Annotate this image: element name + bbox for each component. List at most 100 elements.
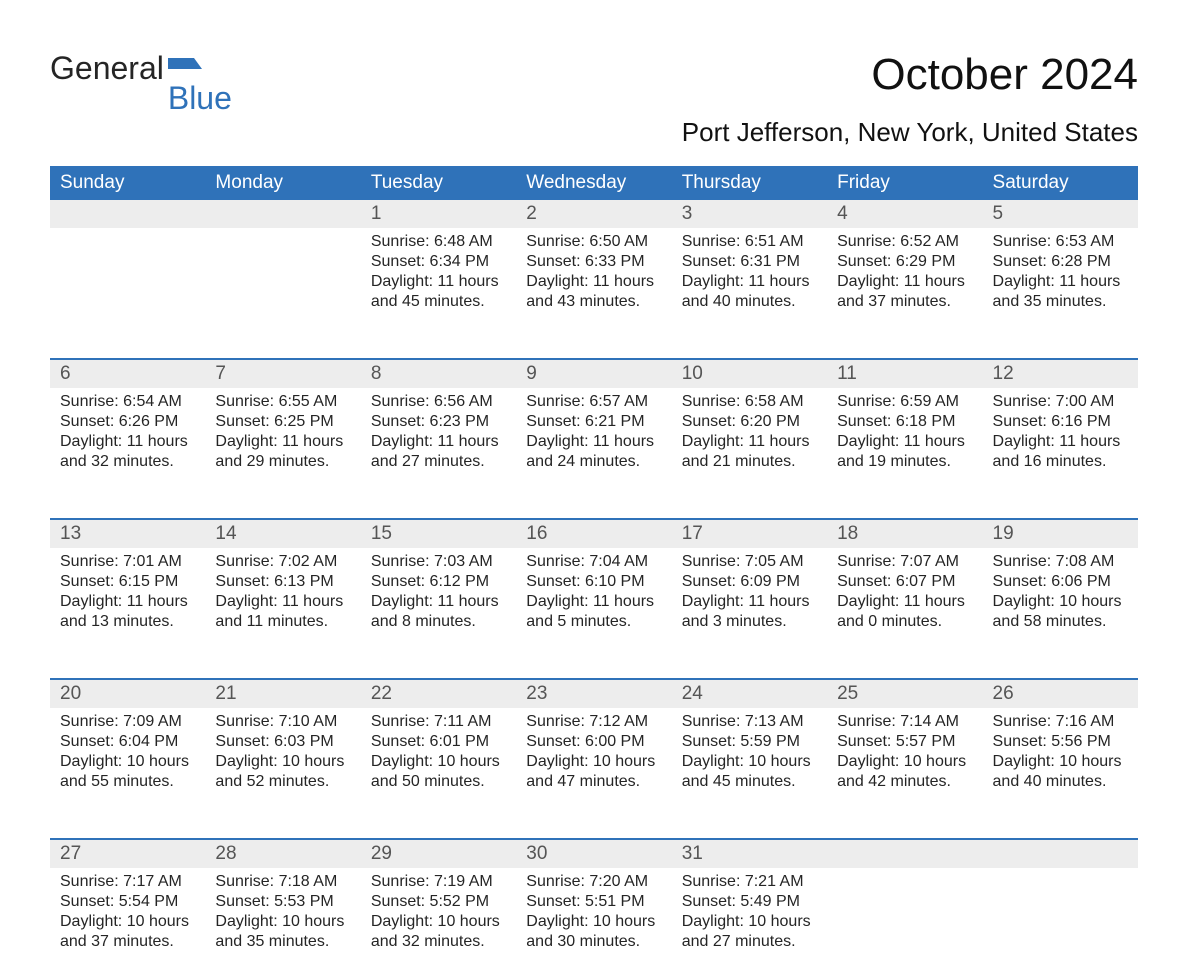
calendar-cell: Sunrise: 6:53 AMSunset: 6:28 PMDaylight:… [983,228,1138,338]
cell-body: Sunrise: 7:18 AMSunset: 5:53 PMDaylight:… [205,868,360,962]
day-number: 6 [50,360,205,388]
daylight-text: Daylight: 10 hours and 42 minutes. [837,752,972,792]
sunset-text: Sunset: 6:16 PM [993,412,1128,432]
weekday-header: Monday [205,166,360,200]
sunset-text: Sunset: 6:04 PM [60,732,195,752]
sunset-text: Sunset: 6:15 PM [60,572,195,592]
sunset-text: Sunset: 6:09 PM [682,572,817,592]
calendar-cell: Sunrise: 6:48 AMSunset: 6:34 PMDaylight:… [361,228,516,338]
calendar-week: 12345Sunrise: 6:48 AMSunset: 6:34 PMDayl… [50,200,1138,338]
sunrise-text: Sunrise: 7:14 AM [837,712,972,732]
daylight-text: Daylight: 11 hours and 5 minutes. [526,592,661,632]
page-title: October 2024 [871,50,1138,100]
daylight-text: Daylight: 10 hours and 30 minutes. [526,912,661,952]
daylight-text: Daylight: 11 hours and 27 minutes. [371,432,506,472]
day-number: 8 [361,360,516,388]
day-number [827,840,982,868]
sunrise-text: Sunrise: 6:48 AM [371,232,506,252]
day-number: 4 [827,200,982,228]
sunrise-text: Sunrise: 7:05 AM [682,552,817,572]
daylight-text: Daylight: 11 hours and 16 minutes. [993,432,1128,472]
day-number: 28 [205,840,360,868]
sunrise-text: Sunrise: 7:02 AM [215,552,350,572]
week-body-row: Sunrise: 6:48 AMSunset: 6:34 PM Daylight:… [50,228,1138,338]
daylight-text: Daylight: 11 hours and 21 minutes. [682,432,817,472]
daylight-text: Daylight: 11 hours and 37 minutes. [837,272,972,312]
sunset-text: Sunset: 6:34 PM [371,252,506,272]
cell-body [205,228,360,242]
cell-body: Sunrise: 7:13 AMSunset: 5:59 PMDaylight:… [672,708,827,802]
day-number: 22 [361,680,516,708]
sunset-text: Sunset: 6:01 PM [371,732,506,752]
cell-body: Sunrise: 7:00 AMSunset: 6:16 PMDaylight:… [983,388,1138,482]
daynum-bar: 20212223242526 [50,680,1138,708]
weekday-header: Sunday [50,166,205,200]
daylight-text: Daylight: 10 hours and 47 minutes. [526,752,661,792]
cell-body: Sunrise: 6:58 AMSunset: 6:20 PMDaylight:… [672,388,827,482]
sunrise-text: Sunrise: 7:13 AM [682,712,817,732]
sunset-text: Sunset: 6:13 PM [215,572,350,592]
sunset-text: Sunset: 6:28 PM [993,252,1128,272]
sunset-text: Sunset: 6:33 PM [526,252,661,272]
sunset-text: Sunset: 5:49 PM [682,892,817,912]
daylight-text: Daylight: 11 hours and 8 minutes. [371,592,506,632]
calendar-week: 20212223242526Sunrise: 7:09 AMSunset: 6:… [50,678,1138,818]
cell-body: Sunrise: 6:48 AMSunset: 6:34 PMDaylight:… [361,228,516,322]
week-body-row: Sunrise: 6:54 AMSunset: 6:26 PMDaylight:… [50,388,1138,498]
calendar-cell: Sunrise: 6:50 AMSunset: 6:33 PMDaylight:… [516,228,671,338]
sunset-text: Sunset: 5:51 PM [526,892,661,912]
calendar-cell: Sunrise: 7:13 AMSunset: 5:59 PMDaylight:… [672,708,827,818]
daylight-text: Daylight: 11 hours and 0 minutes. [837,592,972,632]
cell-body: Sunrise: 7:20 AMSunset: 5:51 PMDaylight:… [516,868,671,962]
calendar-cell: Sunrise: 6:52 AMSunset: 6:29 PMDaylight:… [827,228,982,338]
cell-body: Sunrise: 7:07 AMSunset: 6:07 PMDaylight:… [827,548,982,642]
sunrise-text: Sunrise: 6:51 AM [682,232,817,252]
weekday-header: Saturday [983,166,1138,200]
calendar-cell [205,228,360,338]
day-number: 29 [361,840,516,868]
cell-body: Sunrise: 6:52 AMSunset: 6:29 PMDaylight:… [827,228,982,322]
sunrise-text: Sunrise: 7:12 AM [526,712,661,732]
calendar-cell: Sunrise: 7:20 AMSunset: 5:51 PMDaylight:… [516,868,671,978]
daylight-text: Daylight: 10 hours and 27 minutes. [682,912,817,952]
cell-body: Sunrise: 6:51 AMSunset: 6:31 PMDaylight:… [672,228,827,322]
cell-body: Sunrise: 6:54 AMSunset: 6:26 PMDaylight:… [50,388,205,482]
day-number [50,200,205,228]
calendar-cell: Sunrise: 7:03 AMSunset: 6:12 PMDaylight:… [361,548,516,658]
sunset-text: Sunset: 6:26 PM [60,412,195,432]
day-number: 17 [672,520,827,548]
calendar-cell: Sunrise: 7:19 AMSunset: 5:52 PMDaylight:… [361,868,516,978]
cell-body: Sunrise: 7:02 AMSunset: 6:13 PMDaylight:… [205,548,360,642]
day-number: 9 [516,360,671,388]
calendar-cell [827,868,982,978]
daylight-text: Daylight: 10 hours and 37 minutes. [60,912,195,952]
day-number [983,840,1138,868]
calendar-cell: Sunrise: 7:17 AMSunset: 5:54 PMDaylight:… [50,868,205,978]
day-number: 3 [672,200,827,228]
sunset-text: Sunset: 6:20 PM [682,412,817,432]
daylight-text: Daylight: 11 hours and 35 minutes. [993,272,1128,312]
cell-body: Sunrise: 7:01 AMSunset: 6:15 PMDaylight:… [50,548,205,642]
sunset-text: Sunset: 5:56 PM [993,732,1128,752]
sunrise-text: Sunrise: 6:50 AM [526,232,661,252]
calendar-cell: Sunrise: 7:16 AMSunset: 5:56 PMDaylight:… [983,708,1138,818]
week-body-row: Sunrise: 7:01 AMSunset: 6:15 PMDaylight:… [50,548,1138,658]
daylight-text: Daylight: 11 hours and 40 minutes. [682,272,817,312]
day-number: 30 [516,840,671,868]
sunset-text: Sunset: 5:59 PM [682,732,817,752]
day-number: 27 [50,840,205,868]
calendar-week: 13141516171819Sunrise: 7:01 AMSunset: 6:… [50,518,1138,658]
calendar-cell: Sunrise: 7:07 AMSunset: 6:07 PMDaylight:… [827,548,982,658]
cell-body: Sunrise: 7:12 AMSunset: 6:00 PMDaylight:… [516,708,671,802]
day-number: 10 [672,360,827,388]
day-number [205,200,360,228]
weekday-header: Friday [827,166,982,200]
weekday-header-row: Sunday Monday Tuesday Wednesday Thursday… [50,166,1138,200]
sunrise-text: Sunrise: 7:17 AM [60,872,195,892]
calendar-cell: Sunrise: 7:14 AMSunset: 5:57 PMDaylight:… [827,708,982,818]
cell-body [827,868,982,882]
cell-body: Sunrise: 6:56 AMSunset: 6:23 PMDaylight:… [361,388,516,482]
sunrise-text: Sunrise: 6:52 AM [837,232,972,252]
sunrise-text: Sunrise: 7:03 AM [371,552,506,572]
week-body-row: Sunrise: 7:17 AMSunset: 5:54 PMDaylight:… [50,868,1138,978]
